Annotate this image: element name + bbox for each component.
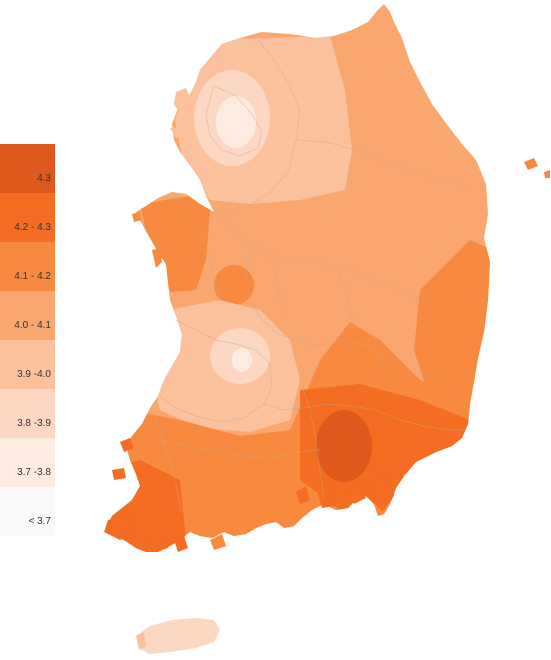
legend-item: 4.1 - 4.2 [0, 242, 55, 291]
legend-item: 3.8 -3.9 [0, 389, 55, 438]
legend-item: 3.9 -4.0 [0, 340, 55, 389]
legend-label: 4.2 - 4.3 [14, 222, 51, 233]
legend-label: 4.3 [37, 173, 51, 184]
legend-label: 4.0 - 4.1 [14, 320, 51, 331]
legend-item: < 3.7 [0, 487, 55, 536]
legend-item: 4.0 - 4.1 [0, 291, 55, 340]
legend-label: 3.7 -3.8 [17, 467, 51, 478]
province-boundaries [149, 39, 471, 513]
legend: 4.3 4.2 - 4.3 4.1 - 4.2 4.0 - 4.1 3.9 -4… [0, 144, 55, 536]
legend-label: < 3.7 [28, 516, 51, 527]
legend-item: 4.2 - 4.3 [0, 193, 55, 242]
jeju-island [136, 618, 220, 654]
legend-item: 3.7 -3.8 [0, 438, 55, 487]
legend-item: 4.3 [0, 144, 55, 193]
legend-label: 4.1 - 4.2 [14, 271, 51, 282]
legend-label: 3.9 -4.0 [17, 369, 51, 380]
legend-label: 3.8 -3.9 [17, 418, 51, 429]
islands [104, 62, 550, 552]
